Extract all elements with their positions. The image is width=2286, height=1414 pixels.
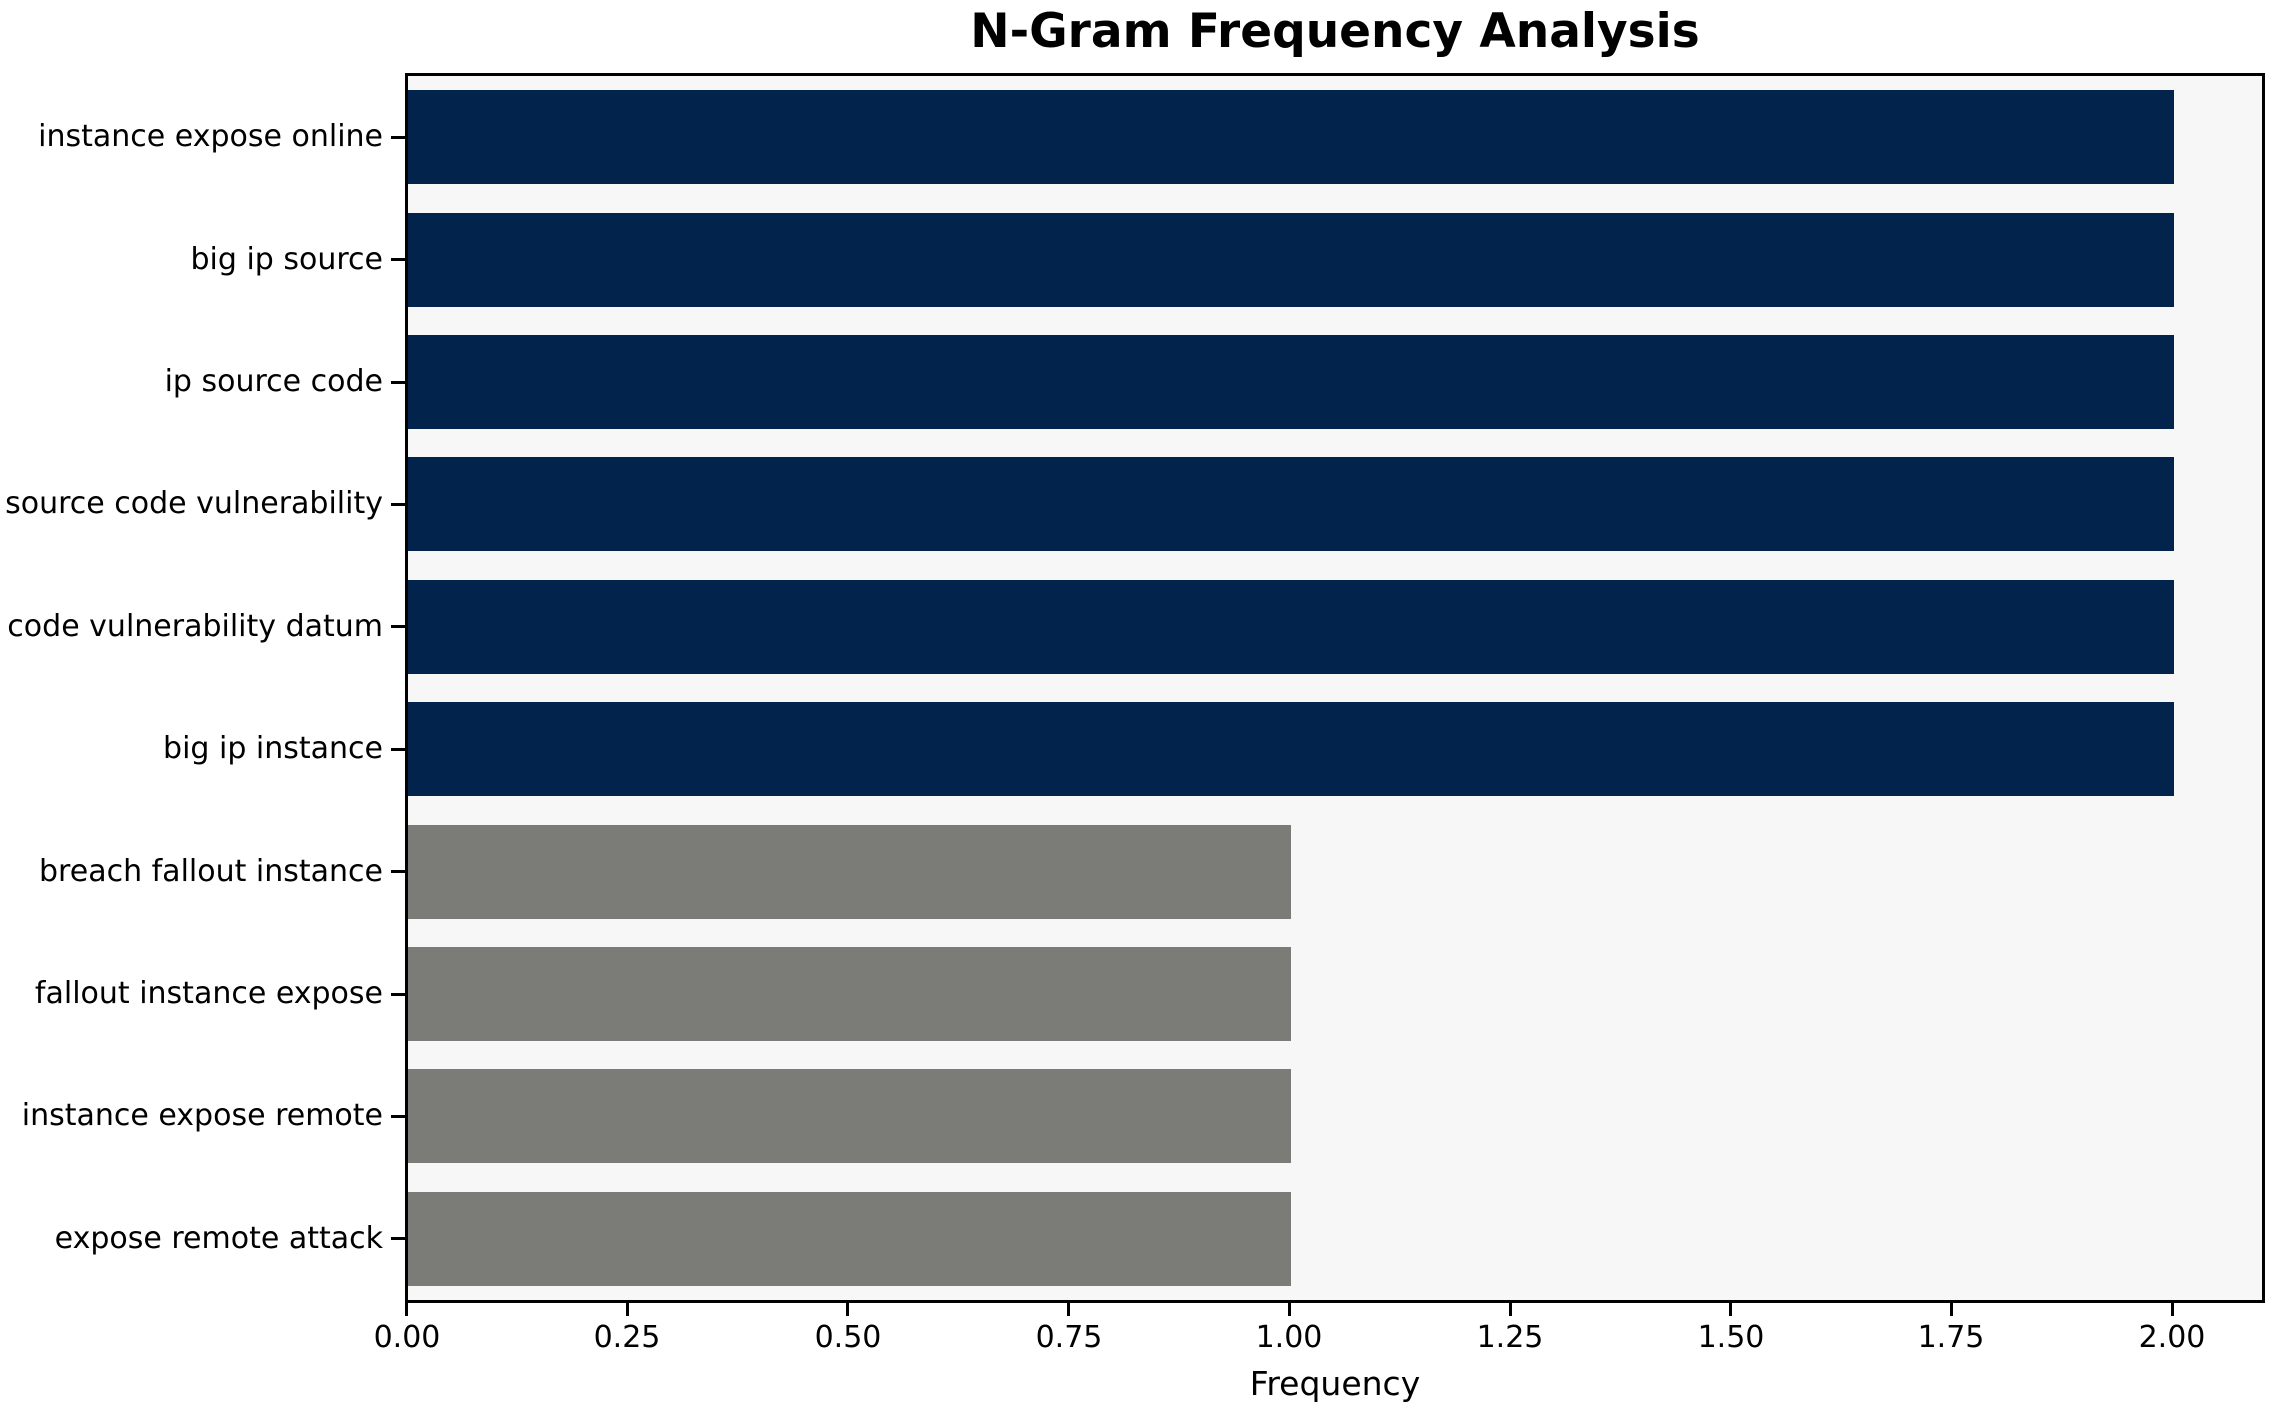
y-tick-mark (391, 503, 405, 506)
bar-fallout-instance-expose (408, 947, 1291, 1041)
x-tick-label: 0.75 (1035, 1320, 1103, 1355)
x-tick-label: 2.00 (2138, 1320, 2206, 1355)
x-tick-mark (405, 1303, 408, 1316)
x-tick-label: 0.25 (593, 1320, 661, 1355)
bar-big-ip-instance (408, 702, 2174, 796)
bar-instance-expose-remote (408, 1069, 1291, 1163)
y-tick-mark (391, 870, 405, 873)
y-tick-label: ip source code (164, 364, 383, 399)
y-tick-label: instance expose remote (21, 1098, 383, 1133)
y-tick-label: big ip instance (163, 731, 383, 766)
chart-title: N-Gram Frequency Analysis (970, 4, 1700, 59)
x-tick-mark (846, 1303, 849, 1316)
y-tick-mark (391, 1237, 405, 1240)
x-tick-label: 1.75 (1917, 1320, 1985, 1355)
y-tick-mark (391, 258, 405, 261)
x-tick-label: 1.00 (1255, 1320, 1323, 1355)
bar-big-ip-source (408, 213, 2174, 307)
x-axis-label: Frequency (1249, 1364, 1421, 1403)
bar-expose-remote-attack (408, 1192, 1291, 1286)
x-tick-mark (1950, 1303, 1953, 1316)
x-tick-label: 0.00 (373, 1320, 441, 1355)
y-tick-label: fallout instance expose (34, 976, 383, 1011)
x-tick-label: 0.50 (814, 1320, 882, 1355)
bar-instance-expose-online (408, 90, 2174, 184)
y-tick-label: big ip source (190, 242, 384, 277)
y-tick-mark (391, 625, 405, 628)
x-tick-mark (2171, 1303, 2174, 1316)
y-tick-label: source code vulnerability (5, 486, 383, 521)
bar-source-code-vulnerability (408, 457, 2174, 551)
x-tick-label: 1.50 (1697, 1320, 1765, 1355)
y-tick-label: code vulnerability datum (7, 609, 383, 644)
y-tick-mark (391, 993, 405, 996)
x-tick-mark (1067, 1303, 1070, 1316)
x-tick-label: 1.25 (1476, 1320, 1544, 1355)
bar-ip-source-code (408, 335, 2174, 429)
y-tick-mark (391, 748, 405, 751)
y-tick-mark (391, 1115, 405, 1118)
y-tick-label: instance expose online (38, 119, 383, 154)
y-tick-label: expose remote attack (54, 1221, 383, 1256)
x-tick-mark (1729, 1303, 1732, 1316)
x-tick-mark (1288, 1303, 1291, 1316)
bar-code-vulnerability-datum (408, 580, 2174, 674)
x-tick-mark (1509, 1303, 1512, 1316)
bar-breach-fallout-instance (408, 825, 1291, 919)
y-tick-mark (391, 136, 405, 139)
x-tick-mark (626, 1303, 629, 1316)
y-tick-mark (391, 381, 405, 384)
y-tick-label: breach fallout instance (39, 854, 383, 889)
